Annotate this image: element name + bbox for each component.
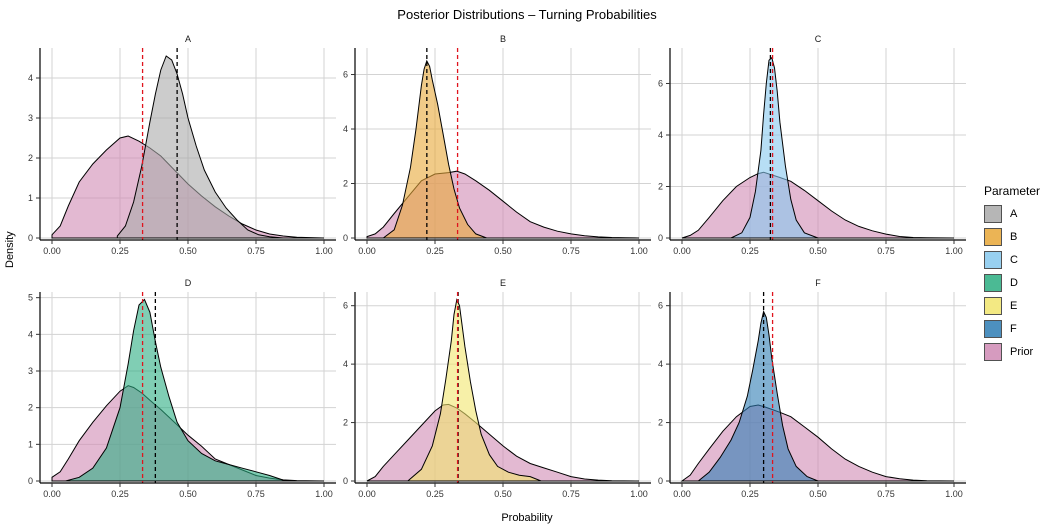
panel-b-y-tick-label-0: 0 (343, 233, 348, 243)
panel-c-x-tick-label-0: 0.00 (673, 246, 691, 256)
panel-d-posterior-density (65, 298, 287, 482)
panel-c-facet-label: C (815, 34, 822, 44)
y-axis-label: Density (4, 231, 16, 268)
panel-f-x-tick-label-2: 0.50 (809, 489, 827, 499)
panel-c-x-tick-label-2: 0.50 (809, 246, 827, 256)
panel-d-x-tick-label-0: 0.00 (43, 489, 61, 499)
legend-swatch-e (984, 296, 1002, 315)
legend-item-prior: Prior (984, 340, 1040, 363)
panel-a-posterior-density (116, 55, 284, 239)
panel-a-y-tick-label-3: 3 (28, 113, 33, 123)
legend-item-e: E (984, 294, 1040, 317)
panel-a-x-tick-label-4: 1.00 (315, 246, 333, 256)
panel-c-x-tick-label-1: 0.25 (741, 246, 759, 256)
panel-e-x-tick-label-0: 0.00 (358, 489, 376, 499)
panel-d-x-tick-label-3: 0.75 (247, 489, 265, 499)
panel-c-y-tick-label-0: 0 (658, 233, 663, 243)
panel-f-y-tick-label-3: 6 (658, 301, 663, 311)
legend-label-f: F (1010, 322, 1017, 335)
panel-e-y-tick-label-2: 4 (343, 359, 348, 369)
legend-title: Parameter (984, 184, 1041, 198)
panel-e-y-tick-label-1: 2 (343, 418, 348, 428)
panel-d-facet-label: D (185, 278, 192, 288)
panel-b-y-tick-label-2: 4 (343, 124, 348, 134)
panel-a-y-tick-label-0: 0 (28, 233, 33, 243)
panel-b-x-tick-label-4: 1.00 (630, 246, 648, 256)
panel-a-y-tick-label-2: 2 (28, 153, 33, 163)
panel-d-x-tick-label-1: 0.25 (111, 489, 129, 499)
legend-item-d: D (984, 271, 1040, 294)
panel-d-y-tick-label-4: 4 (28, 329, 33, 339)
panel-a-x-tick-label-2: 0.50 (179, 246, 197, 256)
panel-f-x-tick-label-0: 0.00 (673, 489, 691, 499)
legend: Parameter A B C D E F Prior (984, 184, 1040, 363)
legend-label-b: B (1010, 230, 1018, 243)
legend-label-a: A (1010, 207, 1018, 220)
legend-item-b: B (984, 225, 1040, 248)
panel-b-y-tick-label-1: 2 (343, 179, 348, 189)
panel-b-x-tick-label-0: 0.00 (358, 246, 376, 256)
panel-a-x-tick-label-0: 0.00 (43, 246, 61, 256)
panel-b-y-tick-label-3: 6 (343, 70, 348, 80)
chart-title: Posterior Distributions – Turning Probab… (397, 7, 657, 22)
panel-f-y-tick-label-2: 4 (658, 359, 663, 369)
panel-a-y-tick-label-4: 4 (28, 73, 33, 83)
panel-c-y-tick-label-3: 6 (658, 78, 663, 88)
panel-e-x-tick-label-1: 0.25 (426, 489, 444, 499)
legend-swatch-prior (984, 342, 1002, 361)
panel-a-x-tick-label-3: 0.75 (247, 246, 265, 256)
panel-e-y-tick-label-0: 0 (343, 476, 348, 486)
panel-f-y-tick-label-0: 0 (658, 476, 663, 486)
legend-swatch-a (984, 204, 1002, 223)
panel-d-y-tick-label-0: 0 (28, 476, 33, 486)
panel-e-posterior-density (406, 298, 542, 482)
panel-d-y-tick-label-1: 1 (28, 439, 33, 449)
legend-label-e: E (1010, 299, 1018, 312)
panel-e-y-tick-label-3: 6 (343, 301, 348, 311)
legend-swatch-b (984, 227, 1002, 246)
panel-c-x-tick-label-4: 1.00 (945, 246, 963, 256)
x-axis-label: Probability (501, 512, 553, 524)
panel-e-x-tick-label-3: 0.75 (562, 489, 580, 499)
panel-b-x-tick-label-2: 0.50 (494, 246, 512, 256)
panel-f-posterior-density (696, 309, 819, 482)
legend-label-prior: Prior (1010, 345, 1034, 358)
panel-f-facet-label: F (815, 278, 821, 288)
legend-swatch-d (984, 273, 1002, 292)
panel-e-facet-label: E (500, 278, 506, 288)
panel-c-y-tick-label-2: 4 (658, 130, 663, 140)
panel-a-x-tick-label-1: 0.25 (111, 246, 129, 256)
panel-d-y-tick-label-2: 2 (28, 403, 33, 413)
panel-a-y-tick-label-1: 1 (28, 193, 33, 203)
panel-b-facet-label: B (500, 34, 506, 44)
legend-swatch-c (984, 250, 1002, 269)
panel-e-x-tick-label-2: 0.50 (494, 489, 512, 499)
panel-d-y-tick-label-5: 5 (28, 293, 33, 303)
panel-f-y-tick-label-1: 2 (658, 418, 663, 428)
legend-item-c: C (984, 248, 1040, 271)
panel-f-x-tick-label-3: 0.75 (877, 489, 895, 499)
panel-b-x-tick-label-3: 0.75 (562, 246, 580, 256)
panel-f-x-tick-label-4: 1.00 (945, 489, 963, 499)
panel-d-x-tick-label-2: 0.50 (179, 489, 197, 499)
panel-f-x-tick-label-1: 0.25 (741, 489, 759, 499)
panel-b-posterior-density (381, 59, 487, 239)
panel-c-x-tick-label-3: 0.75 (877, 246, 895, 256)
panel-d-y-tick-label-3: 3 (28, 366, 33, 376)
legend-label-c: C (1010, 253, 1018, 266)
legend-item-f: F (984, 317, 1040, 340)
legend-item-a: A (984, 202, 1040, 225)
panel-b-x-tick-label-1: 0.25 (426, 246, 444, 256)
panel-d-x-tick-label-4: 1.00 (315, 489, 333, 499)
panel-e-x-tick-label-4: 1.00 (630, 489, 648, 499)
panel-c-y-tick-label-1: 2 (658, 181, 663, 191)
legend-swatch-f (984, 319, 1002, 338)
panel-a-facet-label: A (185, 34, 191, 44)
legend-items: A B C D E F Prior (984, 202, 1040, 363)
legend-label-d: D (1010, 276, 1018, 289)
